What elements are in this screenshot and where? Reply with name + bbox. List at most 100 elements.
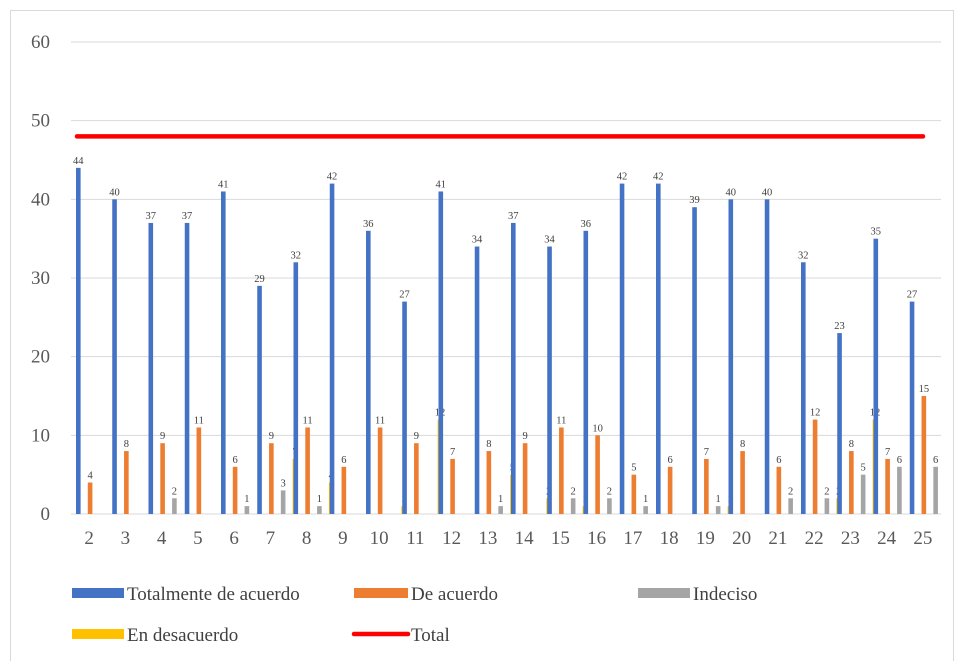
data-label: 15 — [919, 384, 930, 395]
y-tick-label: 30 — [31, 268, 50, 289]
legend-label: Indeciso — [693, 584, 757, 605]
x-tick-label: 18 — [660, 528, 679, 549]
data-label: 6 — [232, 455, 237, 466]
data-label: 42 — [653, 172, 664, 183]
x-tick-label: 2 — [84, 528, 94, 549]
data-label: 42 — [327, 172, 338, 183]
data-label: 9 — [414, 431, 419, 442]
chart-frame — [10, 10, 954, 661]
data-label: 11 — [303, 415, 313, 426]
x-tick-label: 4 — [157, 528, 167, 549]
bar — [172, 498, 177, 514]
data-label: 2 — [607, 486, 612, 497]
y-tick-label: 0 — [41, 504, 51, 525]
bar — [728, 199, 734, 515]
bar — [656, 183, 661, 514]
bar — [196, 427, 202, 514]
bar — [257, 285, 262, 514]
data-label: 6 — [776, 455, 781, 466]
bar — [305, 427, 310, 514]
data-label: 1 — [498, 494, 503, 505]
x-tick-label: 9 — [338, 528, 348, 549]
x-tick-label: 5 — [193, 528, 203, 549]
bar — [148, 222, 154, 514]
x-tick-label: 24 — [877, 528, 897, 549]
data-label: 11 — [375, 415, 385, 426]
data-label: 12 — [810, 408, 821, 419]
x-tick-label: 3 — [121, 528, 131, 549]
bar — [788, 498, 793, 514]
data-label: 10 — [592, 423, 603, 434]
bar — [764, 199, 770, 515]
bar — [269, 443, 274, 514]
x-tick-label: 10 — [370, 528, 389, 549]
bar — [511, 222, 516, 514]
data-label: 4 — [87, 471, 93, 482]
bar — [522, 443, 528, 514]
data-label: 34 — [544, 235, 555, 246]
data-label: 37 — [508, 211, 519, 222]
x-tick-label: 14 — [515, 528, 535, 549]
bar — [221, 191, 226, 514]
bar — [583, 230, 589, 515]
bar — [438, 191, 444, 514]
legend-swatch — [72, 588, 124, 598]
x-tick-label: 13 — [478, 528, 497, 549]
bar — [740, 451, 745, 514]
bar — [885, 458, 890, 514]
x-tick-label: 15 — [551, 528, 570, 549]
data-label: 8 — [849, 439, 854, 450]
data-label: 40 — [726, 187, 737, 198]
bar — [631, 474, 637, 514]
legend-swatch — [354, 588, 408, 598]
legend-label: Total — [411, 625, 450, 646]
x-tick-label: 12 — [442, 528, 461, 549]
bar — [909, 301, 915, 514]
data-label: 36 — [581, 219, 592, 230]
data-label: 27 — [399, 290, 410, 301]
data-label: 1 — [317, 494, 322, 505]
data-label: 7 — [704, 447, 709, 458]
data-label: 7 — [885, 447, 890, 458]
bar — [112, 199, 117, 515]
y-tick-label: 50 — [31, 111, 50, 132]
data-label: 23 — [834, 321, 845, 332]
x-tick-label: 16 — [587, 528, 606, 549]
y-tick-label: 40 — [31, 189, 50, 210]
data-label: 8 — [740, 439, 745, 450]
bar — [76, 167, 81, 514]
bar — [667, 466, 673, 514]
data-label: 40 — [762, 187, 773, 198]
bar — [860, 474, 866, 514]
bar — [402, 301, 407, 514]
data-label: 41 — [436, 179, 447, 190]
legend-swatch — [72, 629, 124, 639]
data-label: 37 — [146, 211, 157, 222]
legend-label: De acuerdo — [411, 584, 498, 605]
data-label: 34 — [472, 235, 483, 246]
data-label: 29 — [254, 274, 265, 285]
bar — [232, 466, 238, 514]
data-label: 5 — [861, 463, 866, 474]
legend-label: En desacuerdo — [127, 625, 238, 646]
bar — [377, 427, 383, 514]
bar — [414, 443, 419, 514]
bar — [704, 458, 709, 514]
data-label: 1 — [244, 494, 249, 505]
data-label: 2 — [824, 486, 829, 497]
data-label: 6 — [341, 455, 346, 466]
bar — [559, 427, 564, 514]
data-label: 1 — [643, 494, 648, 505]
data-label: 36 — [363, 219, 374, 230]
bar — [570, 498, 576, 514]
x-tick-label: 17 — [623, 528, 642, 549]
bar — [244, 506, 250, 514]
bar — [933, 466, 938, 514]
bar — [317, 506, 322, 514]
data-label: 44 — [73, 156, 84, 167]
data-label: 8 — [124, 439, 129, 450]
bar — [715, 506, 721, 514]
x-tick-label: 7 — [266, 528, 276, 549]
bar — [160, 443, 165, 514]
legend-label: Totalmente de acuerdo — [127, 584, 300, 605]
